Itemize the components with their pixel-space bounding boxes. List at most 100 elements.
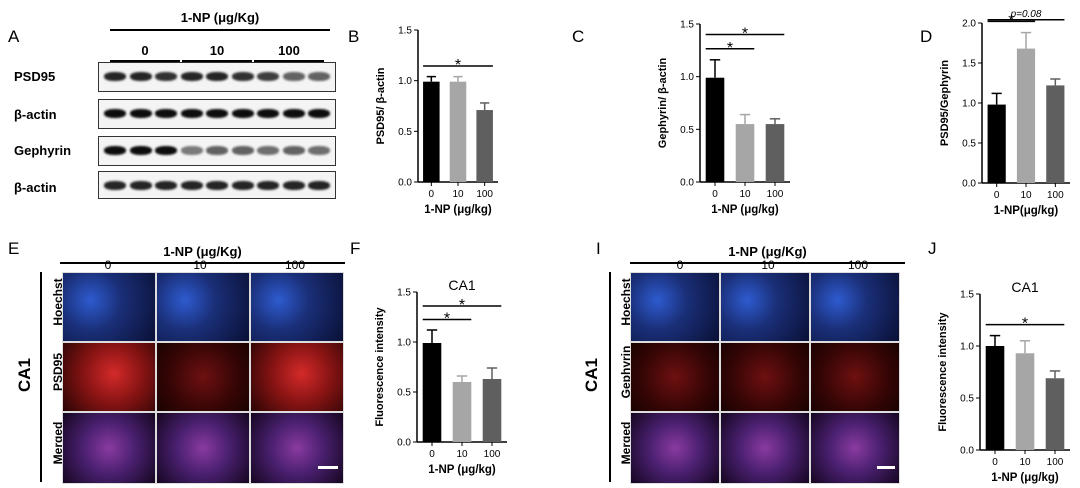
bar-0 — [422, 343, 442, 442]
bar-10 — [452, 382, 472, 442]
blot-group-0-line — [110, 60, 180, 62]
bar-chart-psd95-gephyrin: 0.0 0.5 1.0 1.5 2.0 0 10 100 1-NP(μg/kg) PSD95/Ge… — [939, 9, 1070, 217]
micrograph-merged-100 — [250, 412, 344, 484]
blot-band — [155, 146, 177, 155]
x-axis-label: 1-NP(μg/kg) — [994, 205, 1059, 217]
blot-strip-actin-1 — [98, 99, 336, 129]
y-tick-label: 0.0 — [960, 446, 974, 457]
if-region-bracket — [40, 272, 42, 482]
blot-row-label: PSD95 — [14, 69, 56, 84]
if-group-0: 0 — [676, 258, 684, 272]
blot-band — [282, 146, 305, 155]
micrograph-gephyrin-100 — [810, 342, 900, 412]
x-tick-label: 10 — [1020, 190, 1032, 201]
y-tick-label: 0.5 — [962, 139, 976, 150]
bar-100 — [1046, 85, 1065, 183]
micrograph-hoechst-10 — [156, 272, 250, 342]
blot-band — [155, 72, 177, 81]
significance-label: * — [459, 297, 465, 314]
blot-band — [180, 72, 203, 81]
if-header: 1-NP (μg/Kg) — [163, 244, 242, 259]
blot-band — [308, 146, 330, 155]
x-tick-label: 100 — [484, 449, 501, 460]
blot-band — [282, 72, 305, 81]
x-axis-label: 1-NP (μg/kg) — [424, 204, 492, 216]
blot-group-10-line — [182, 60, 252, 62]
y-tick-label: 2.0 — [962, 19, 976, 30]
y-tick-label: 1.5 — [397, 288, 411, 299]
blot-group-100-line — [254, 60, 324, 62]
bar-chart-ca1-psd95: 0.0 0.5 1.0 1.5 0 10 100 1-NP (μg/kg) Fluorescen… — [374, 277, 507, 476]
bar-10 — [1016, 48, 1036, 183]
blot-band — [104, 72, 126, 81]
if-region-bracket — [609, 272, 611, 482]
blot-band — [308, 109, 330, 118]
blot-band — [257, 181, 279, 190]
scale-bar — [877, 466, 895, 469]
blot-band — [155, 181, 177, 190]
significance-label: * — [1008, 12, 1014, 29]
panel-letter-e: E — [8, 239, 20, 258]
bar-10 — [735, 124, 755, 182]
micrograph-merged-10 — [156, 412, 250, 484]
micrograph-hoechst-100 — [250, 272, 344, 342]
blot-band — [231, 109, 254, 118]
bar-chart-gephyrin-actin: 0.0 0.5 1.0 1.5 0 10 100 1-NP (μg/kg) Gephyrin/ … — [657, 20, 790, 216]
blot-band — [308, 72, 330, 81]
x-tick-label: 0 — [992, 457, 998, 468]
if-region-label: CA1 — [582, 357, 602, 393]
blot-group-100: 100 — [278, 43, 300, 58]
x-tick-label: 0 — [429, 449, 435, 460]
blot-band — [129, 181, 152, 190]
x-tick-label: 0 — [994, 190, 1000, 201]
blot-band — [180, 146, 203, 155]
x-tick-label: 100 — [476, 189, 493, 200]
blot-strip-actin-2 — [98, 171, 336, 199]
blot-band — [308, 181, 330, 190]
blot-band — [180, 181, 203, 190]
micrograph-merged-100 — [810, 412, 900, 484]
y-tick-label: 1.5 — [680, 20, 694, 31]
blot-band — [231, 72, 254, 81]
y-tick-label: 0.0 — [397, 438, 411, 449]
micrograph-hoechst-0 — [630, 272, 720, 342]
bar-100 — [1045, 378, 1065, 450]
bar-chart-ca1-gephyrin: 0.0 0.5 1.0 1.5 0 10 100 1-NP (μg/kg) Fluorescen… — [937, 279, 1070, 484]
micrograph-psd95-100 — [250, 342, 344, 412]
x-axis-label: 1-NP (μg/kg) — [711, 204, 779, 216]
y-tick-label: 1.0 — [960, 342, 974, 353]
bar-10 — [1015, 353, 1035, 450]
micrograph-merged-0 — [630, 412, 720, 484]
y-tick-label: 1.5 — [398, 26, 412, 37]
x-axis-label: 1-NP (μg/kg) — [991, 472, 1059, 484]
y-tick-label: 0.0 — [680, 178, 694, 189]
x-tick-label: 100 — [1047, 457, 1064, 468]
if-group-100: 100 — [847, 258, 869, 272]
y-axis-label: Fluorescence intensity — [937, 312, 949, 432]
if-group-10: 10 — [193, 258, 207, 272]
chart-title: CA1 — [448, 277, 475, 293]
bar-100 — [476, 110, 493, 182]
y-axis-label: Fluorescence intensity — [374, 307, 386, 427]
if-region-label: CA1 — [15, 357, 35, 393]
blot-band — [282, 109, 305, 118]
blot-band — [257, 109, 279, 118]
blot-band — [257, 146, 279, 155]
significance-label: * — [444, 311, 450, 328]
if-header-line — [60, 262, 345, 264]
panel-letter-c: C — [572, 27, 585, 46]
scale-bar — [318, 466, 338, 469]
blot-band — [180, 109, 203, 118]
y-tick-label: 1.0 — [680, 72, 694, 83]
blot-band — [104, 181, 126, 190]
blot-band — [129, 146, 152, 155]
if-header-line — [630, 262, 905, 264]
y-tick-label: 0.5 — [680, 125, 694, 136]
x-tick-label: 0 — [429, 189, 435, 200]
significance-label: * — [455, 57, 461, 74]
y-tick-label: 0.5 — [397, 388, 411, 399]
y-axis-label: PSD95/Gephyrin — [939, 60, 951, 146]
micrograph-hoechst-0 — [62, 272, 156, 342]
panel-letter-j: J — [928, 239, 937, 258]
blot-group-10: 10 — [209, 43, 225, 58]
